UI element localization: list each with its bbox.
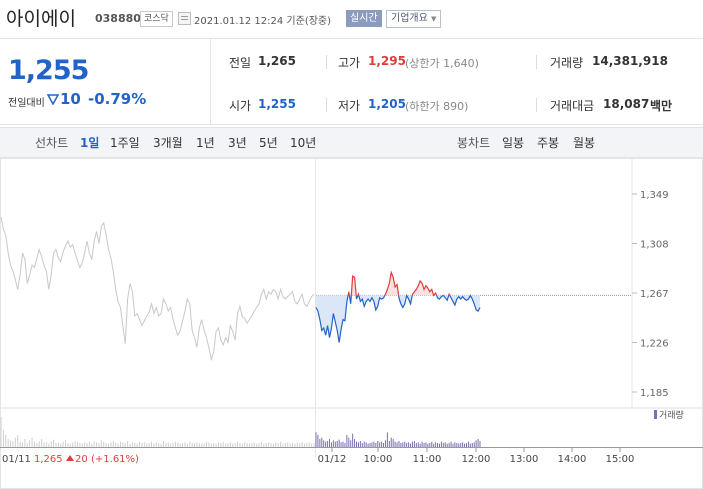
price-line-prev-day — [0, 216, 315, 362]
price-panel — [0, 39, 211, 125]
prev-day-change: 20 — [75, 454, 88, 465]
intraday-chart[interactable]: 1,349 1,308 1,267 1,226 1,185 거래량 01/12 10:00 11… — [0, 158, 703, 489]
volume-legend-swatch — [654, 410, 657, 419]
chart-frame — [0, 158, 703, 489]
price-line-up — [347, 270, 472, 296]
tab-3m[interactable]: 3개월 — [153, 136, 183, 150]
tab-weekly[interactable]: 주봉 — [537, 136, 560, 150]
open-label: 시가 — [229, 99, 252, 113]
header-divider — [0, 38, 703, 39]
y-tick-label: 1,349 — [640, 190, 669, 201]
y-tick-label: 1,267 — [640, 289, 669, 300]
x-tick-label: 12:00 — [462, 454, 491, 465]
tab-1w[interactable]: 1주일 — [110, 136, 140, 150]
tab-10y[interactable]: 10년 — [290, 136, 317, 150]
x-tick-label: 10:00 — [364, 454, 393, 465]
stock-name: 아이에이 — [6, 8, 76, 30]
area-below-baseline — [316, 295, 480, 343]
price-line-down — [315, 295, 481, 343]
tab-1d[interactable]: 1일 — [80, 136, 100, 150]
x-tick-label: 13:00 — [510, 454, 539, 465]
volume-label: 거래량 — [550, 56, 584, 70]
tab-3y[interactable]: 3년 — [228, 136, 247, 150]
stock-code: 038880 — [95, 12, 141, 25]
quote-timestamp: 2021.01.12 12:24 기준(장중) — [194, 16, 332, 27]
amount-unit: 백만 — [650, 99, 673, 113]
low-label: 저가 — [338, 99, 361, 113]
volume-value: 14,381,918 — [592, 54, 668, 68]
company-info-label: 기업개요 — [391, 13, 428, 24]
down-triangle-icon — [47, 94, 59, 105]
chart-tab-bar — [0, 127, 703, 158]
lower-limit: (하한가 890) — [405, 100, 469, 113]
y-tick-label: 1,308 — [640, 240, 669, 251]
realtime-badge[interactable]: 실시간 — [346, 10, 382, 27]
volume-legend-label: 거래량 — [659, 409, 684, 421]
current-price: 1,255 — [8, 55, 89, 86]
x-tick-label: 11:00 — [413, 454, 442, 465]
amount-label: 거래대금 — [550, 99, 595, 113]
prev-day-close: 1,265 — [34, 454, 63, 465]
x-tick-label: 01/12 — [318, 454, 347, 465]
tab-1y[interactable]: 1년 — [196, 136, 215, 150]
quote-summary — [0, 39, 703, 125]
prev-close-value: 1,265 — [258, 54, 296, 68]
company-info-button[interactable]: 기업개요 ▼ — [386, 10, 442, 28]
candle-chart-label: 봉차트 — [457, 136, 491, 150]
prev-close-label: 전일 — [229, 56, 252, 70]
amount-value: 18,087 — [603, 97, 650, 111]
divider — [326, 98, 327, 112]
upper-limit: (상한가 1,640) — [405, 57, 479, 70]
prev-compare-label: 전일대비 — [8, 98, 45, 109]
notice-icon[interactable] — [178, 12, 191, 25]
market-badge: 코스닥 — [140, 11, 173, 27]
divider — [536, 55, 537, 69]
x-tick-label: 15:00 — [606, 454, 635, 465]
high-value: 1,295 — [368, 54, 406, 68]
open-value: 1,255 — [258, 97, 296, 111]
prev-day-pct: (+1.61%) — [91, 454, 139, 465]
tab-5y[interactable]: 5년 — [259, 136, 278, 150]
price-change-pct: -0.79% — [88, 90, 147, 108]
divider — [326, 55, 327, 69]
price-change: 10 — [60, 90, 81, 108]
prev-day-label: 01/11 — [2, 454, 31, 465]
line-chart-label: 선차트 — [35, 136, 69, 150]
low-value: 1,205 — [368, 97, 406, 111]
x-tick-label: 14:00 — [558, 454, 587, 465]
tab-monthly[interactable]: 월봉 — [573, 136, 596, 150]
y-tick-label: 1,226 — [640, 339, 669, 350]
tab-daily[interactable]: 일봉 — [502, 136, 525, 150]
y-tick-label: 1,185 — [640, 388, 669, 399]
high-label: 고가 — [338, 56, 361, 70]
up-triangle-icon — [66, 455, 74, 461]
divider — [536, 98, 537, 112]
caret-down-icon: ▼ — [431, 15, 437, 23]
